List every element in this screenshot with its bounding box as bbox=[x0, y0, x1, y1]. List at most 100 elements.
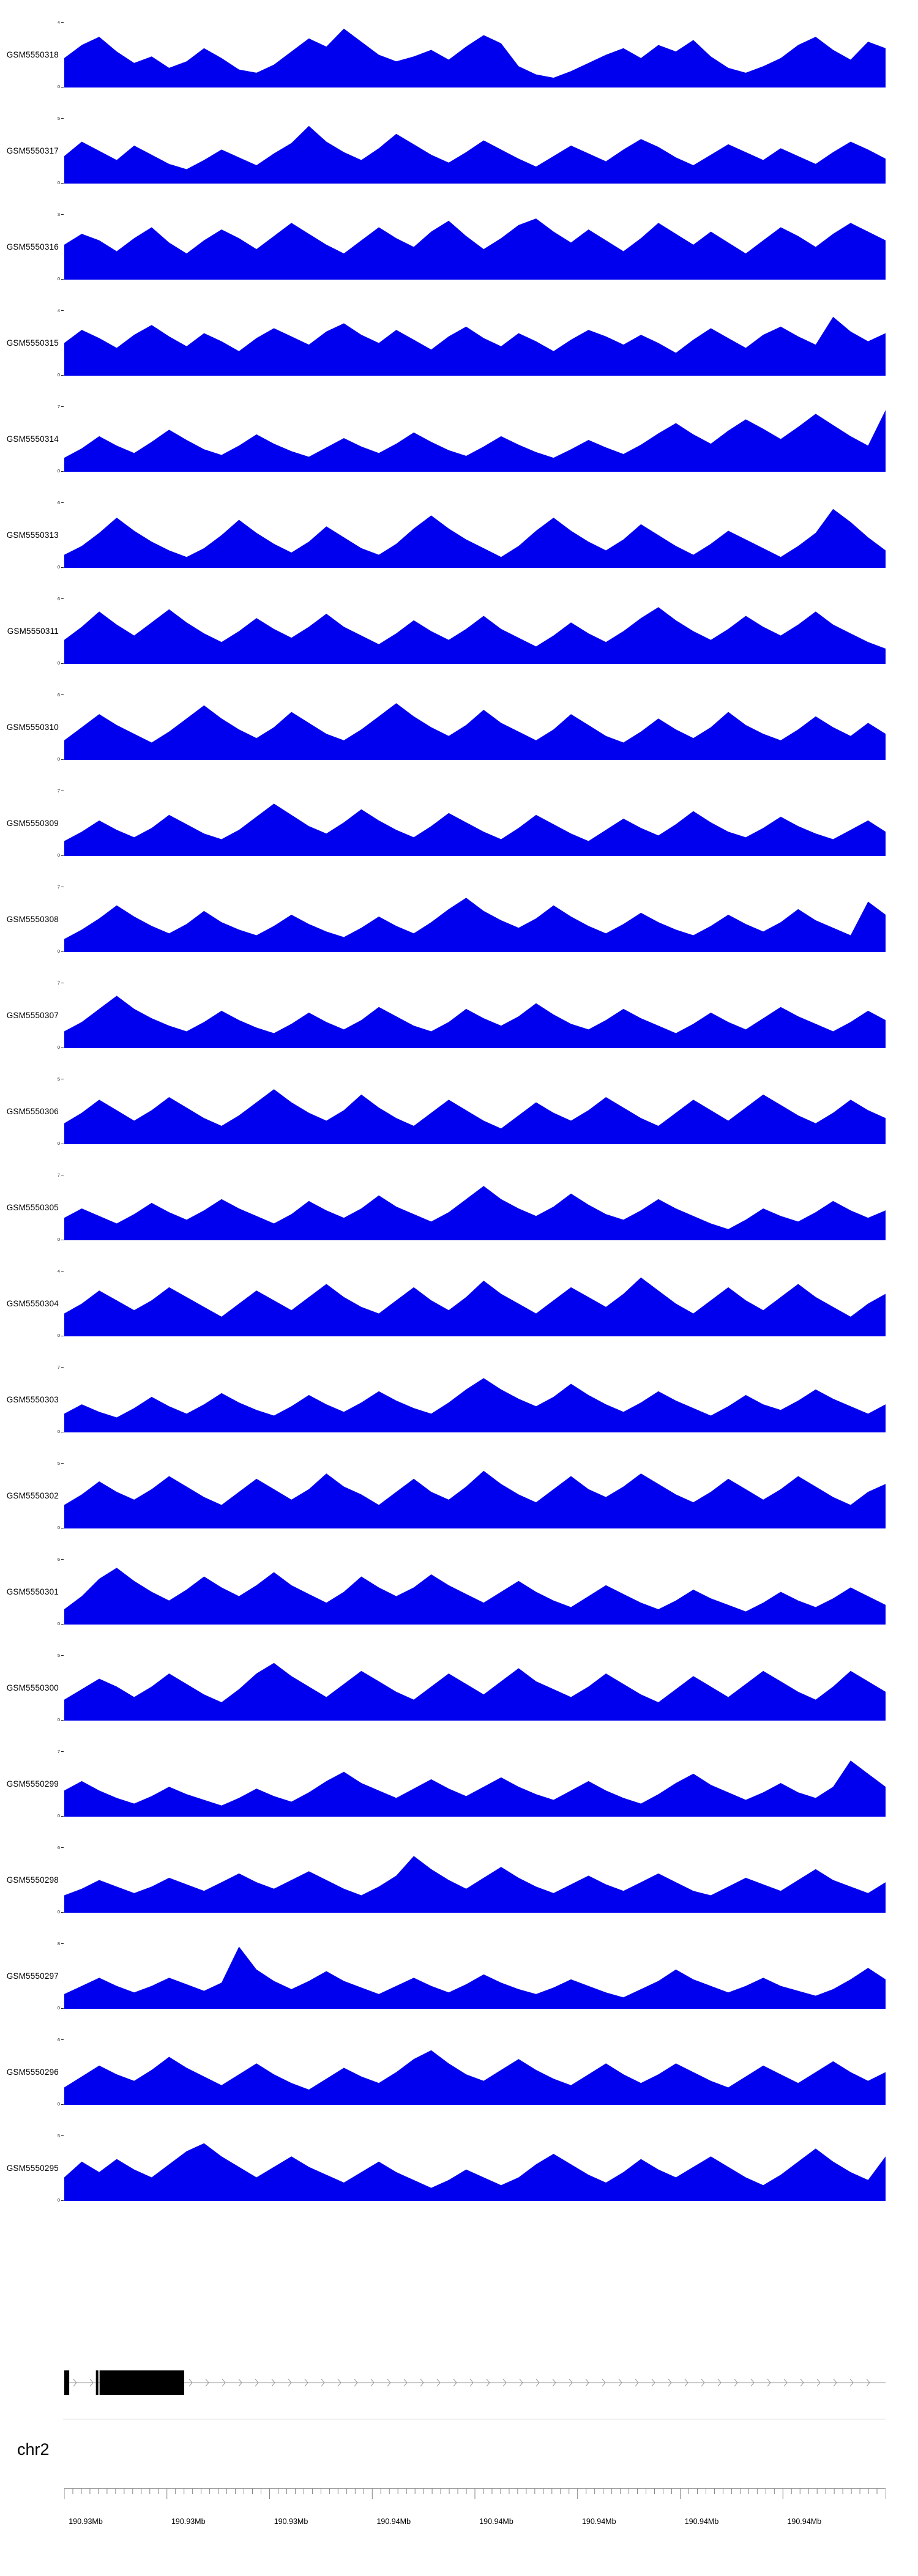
ruler-tick-label: 190.93Mb bbox=[274, 2517, 308, 2526]
coverage-track: GSM5550297 8 0 bbox=[0, 1941, 918, 2039]
coverage-plot bbox=[64, 1559, 886, 1625]
y-axis-zero-label: 0 bbox=[57, 468, 60, 474]
y-axis-zero-label: 0 bbox=[57, 1237, 60, 1242]
y-axis-max-label: 8 bbox=[57, 1941, 60, 1946]
track-label: GSM5550306 bbox=[6, 1107, 59, 1116]
coverage-track: GSM5550304 4 0 bbox=[0, 1268, 918, 1367]
coverage-plot bbox=[64, 1271, 886, 1336]
y-axis-zero-label: 0 bbox=[57, 564, 60, 570]
track-label: GSM5550300 bbox=[6, 1683, 59, 1692]
y-axis-zero-label: 0 bbox=[57, 1044, 60, 1050]
y-axis-zero-label: 0 bbox=[57, 1141, 60, 1146]
coverage-area bbox=[64, 703, 886, 760]
y-axis-bottom-tick bbox=[61, 2200, 64, 2201]
coverage-area bbox=[64, 218, 886, 280]
coverage-tracks: GSM5550318 4 0 GSM5550317 5 0 GSM5550316 3 0 GSM5… bbox=[0, 20, 918, 2232]
track-label: GSM5550307 bbox=[6, 1011, 59, 1020]
coverage-plot bbox=[64, 1751, 886, 1817]
y-axis-top-tick bbox=[61, 118, 64, 119]
ruler-tick-label: 190.94Mb bbox=[581, 2517, 616, 2526]
ruler-tick-label: 190.93Mb bbox=[69, 2517, 103, 2526]
y-axis-zero-label: 0 bbox=[57, 84, 60, 89]
coverage-area bbox=[64, 607, 886, 664]
y-axis-bottom-tick bbox=[61, 2104, 64, 2105]
coverage-area bbox=[64, 1470, 886, 1528]
coverage-plot bbox=[64, 1847, 886, 1913]
y-axis-max-label: 4 bbox=[57, 308, 60, 313]
y-axis-zero-label: 0 bbox=[57, 1525, 60, 1530]
coverage-plot bbox=[64, 1463, 886, 1528]
y-axis-zero-label: 0 bbox=[57, 852, 60, 858]
track-label: GSM5550303 bbox=[6, 1395, 59, 1404]
y-axis-bottom-tick bbox=[61, 1816, 64, 1817]
ruler-tick-label: 190.93Mb bbox=[171, 2517, 206, 2526]
y-axis-max-label: 7 bbox=[57, 788, 60, 794]
ruler-tick-label: 190.94Mb bbox=[684, 2517, 719, 2526]
y-axis-zero-label: 0 bbox=[57, 1813, 60, 1818]
track-label: GSM5550318 bbox=[6, 50, 59, 59]
coverage-plot bbox=[64, 598, 886, 664]
coverage-area bbox=[64, 1662, 886, 1721]
coverage-track: GSM5550309 7 0 bbox=[0, 788, 918, 887]
y-axis-zero-label: 0 bbox=[57, 660, 60, 666]
y-axis-max-label: 3 bbox=[57, 212, 60, 217]
ruler-tick-labels: 190.93Mb 190.93Mb 190.93Mb 190.94Mb 190.94Mb… bbox=[64, 2517, 886, 2529]
y-axis-zero-label: 0 bbox=[57, 756, 60, 762]
coverage-track: GSM5550305 7 0 bbox=[0, 1172, 918, 1271]
y-axis-max-label: 7 bbox=[57, 884, 60, 890]
track-label: GSM5550311 bbox=[7, 627, 59, 636]
y-axis-zero-label: 0 bbox=[57, 1429, 60, 1434]
y-axis-top-tick bbox=[61, 2039, 64, 2040]
y-axis-max-label: 5 bbox=[57, 2133, 60, 2139]
y-axis-bottom-tick bbox=[61, 1912, 64, 1913]
track-label: GSM5550301 bbox=[6, 1587, 59, 1596]
coverage-area bbox=[64, 1568, 886, 1625]
y-axis-top-tick bbox=[61, 1655, 64, 1656]
y-axis-max-label: 7 bbox=[57, 980, 60, 986]
y-axis-top-tick bbox=[61, 310, 64, 311]
track-label: GSM5550314 bbox=[6, 434, 59, 444]
coverage-area bbox=[64, 1760, 886, 1817]
coverage-area bbox=[64, 1277, 886, 1336]
y-axis-zero-label: 0 bbox=[57, 276, 60, 281]
coverage-area bbox=[64, 125, 886, 184]
ruler-tick-label: 190.94Mb bbox=[479, 2517, 513, 2526]
track-label: GSM5550310 bbox=[6, 723, 59, 732]
track-label: GSM5550302 bbox=[6, 1491, 59, 1500]
coverage-area bbox=[64, 898, 886, 952]
coverage-track: GSM5550316 3 0 bbox=[0, 212, 918, 310]
y-axis-bottom-tick bbox=[61, 759, 64, 760]
coverage-plot bbox=[64, 2135, 886, 2201]
track-label: GSM5550297 bbox=[6, 1971, 59, 1981]
y-axis-bottom-tick bbox=[61, 951, 64, 952]
y-axis-bottom-tick bbox=[61, 2008, 64, 2009]
y-axis-bottom-tick bbox=[61, 279, 64, 280]
coverage-track: GSM5550311 6 0 bbox=[0, 596, 918, 694]
track-label: GSM5550295 bbox=[6, 2164, 59, 2173]
y-axis-top-tick bbox=[61, 1751, 64, 1752]
coverage-track: GSM5550298 6 0 bbox=[0, 1845, 918, 1943]
coverage-plot bbox=[64, 1367, 886, 1432]
track-label: GSM5550305 bbox=[6, 1203, 59, 1212]
track-label: GSM5550296 bbox=[6, 2068, 59, 2077]
coverage-track: GSM5550302 5 0 bbox=[0, 1461, 918, 1559]
coverage-plot bbox=[64, 983, 886, 1048]
y-axis-bottom-tick bbox=[61, 1720, 64, 1721]
y-axis-bottom-tick bbox=[61, 663, 64, 664]
y-axis-top-tick bbox=[61, 2135, 64, 2136]
ruler-tick-label: 190.94Mb bbox=[787, 2517, 822, 2526]
coverage-track: GSM5550308 7 0 bbox=[0, 884, 918, 983]
coverage-area bbox=[64, 410, 886, 472]
track-label: GSM5550304 bbox=[6, 1299, 59, 1308]
y-axis-bottom-tick bbox=[61, 567, 64, 568]
y-axis-zero-label: 0 bbox=[57, 1717, 60, 1722]
y-axis-top-tick bbox=[61, 1943, 64, 1944]
y-axis-top-tick bbox=[61, 1367, 64, 1368]
y-axis-top-tick bbox=[61, 406, 64, 407]
coverage-plot bbox=[64, 1655, 886, 1721]
coverage-plot bbox=[64, 2039, 886, 2105]
track-label: GSM5550317 bbox=[6, 146, 59, 155]
coverage-area bbox=[64, 2143, 886, 2201]
coverage-plot bbox=[64, 1943, 886, 2009]
y-axis-max-label: 7 bbox=[57, 1172, 60, 1178]
